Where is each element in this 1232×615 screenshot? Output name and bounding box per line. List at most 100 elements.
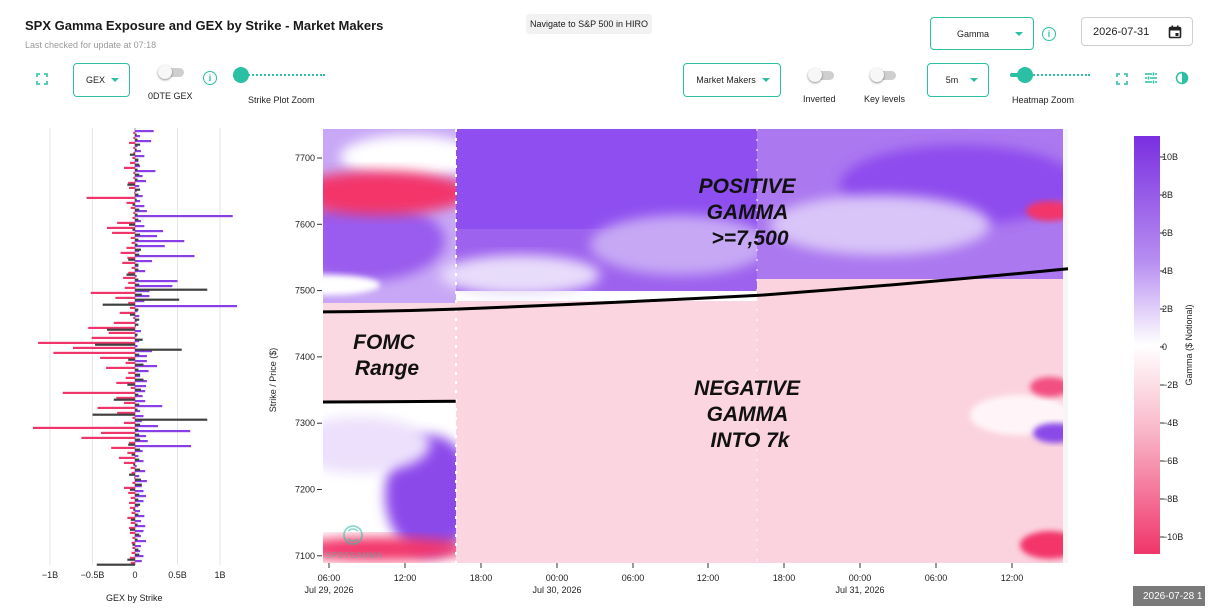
strike-zoom-slider[interactable] [233,66,325,84]
gamma-heatmap[interactable]: 7700 7600 7500 7400 7300 7200 7100 06:00 Jul 29… [260,125,1080,605]
strike-bar [130,466,135,469]
strike-bar [134,476,135,479]
strike-bar [130,236,135,239]
strike-bar [135,500,144,503]
strike-bar [135,173,140,176]
date-input-value: 2026-07-31 [1093,25,1150,38]
heatmap-y-tick: 7600 [295,219,315,229]
strike-bar [135,310,138,313]
strike-bar [129,526,135,529]
inverted-toggle[interactable] [808,68,834,82]
strike-bar [135,133,137,136]
strike-bar [135,163,140,166]
toggle-knob [158,65,172,79]
strike-bar [133,171,135,174]
interval-select[interactable]: 5m [927,63,989,97]
annotation-negative: NEGATIVE GAMMA INTO 7k [694,377,806,452]
strike-bar [135,423,141,426]
colorbar-tick: 4B [1162,266,1173,276]
calendar-icon[interactable] [1168,25,1182,39]
strike-bar [135,445,192,448]
strike-bar [135,220,141,223]
odte-gex-toggle[interactable] [158,65,184,79]
strike-bar [135,190,137,193]
fullscreen-icon[interactable] [36,73,48,85]
strike-bar [72,346,135,349]
chevron-down-icon [970,78,978,82]
gex-select[interactable]: GEX [73,63,130,97]
gex-select-value: GEX [85,75,105,85]
colorbar-ticks: 10B 8B 6B 4B 2B 0 −2B −4B −6B −8B −10B [1160,152,1183,542]
strike-bar [135,368,139,371]
strike-bar [135,388,141,391]
heatmap-x-tick-date: Jul 29, 2026 [304,585,353,595]
strike-bar [132,481,135,484]
strike-bar [135,140,152,143]
strike-bar [124,286,135,289]
strike-bar [126,246,135,249]
strike-bar [129,531,135,534]
heatmap-x-tick-time: 00:00 [849,573,872,583]
annotation-fomc: FOMC Range [353,331,421,380]
strike-bar [38,341,135,344]
strike-bar [81,436,135,439]
strike-bar [123,461,135,464]
strike-bar [120,251,135,254]
strike-bar [135,340,140,343]
heatmap-x-tick-time: 18:00 [470,573,493,583]
strike-bar [135,353,140,356]
strike-bar [122,261,135,264]
strike-bar [127,516,135,519]
strike-bar [116,381,135,384]
strike-bar [135,160,139,163]
strike-zoom-label: Strike Plot Zoom [248,95,315,105]
strike-gridlines [49,128,221,565]
metric-select-value: Gamma [956,28,989,39]
key-levels-toggle[interactable] [870,68,896,82]
strike-bar [135,323,139,326]
strike-bar [133,136,135,139]
strike-zoom-thumb[interactable] [233,67,249,83]
metric-select[interactable]: Gamma [930,17,1034,50]
strike-bar [135,560,142,563]
toggle-knob [808,68,822,82]
strike-bar [135,510,141,513]
strike-bar [125,376,135,379]
strike-x-ticks: −1B −0.5B 0 0.5B 1B [42,570,226,580]
strike-bar [135,533,140,536]
strike-bar [135,555,144,558]
date-input[interactable]: 2026-07-31 [1081,17,1193,46]
strike-bar [116,396,135,399]
strike-bar [135,333,138,336]
strike-bar [111,446,135,449]
strike-bar [135,255,195,258]
metric-info-icon[interactable]: i [1042,27,1056,41]
strike-bar [135,233,141,236]
strike-bar [135,158,139,161]
contrast-icon[interactable] [1175,71,1189,85]
strike-bar [129,473,135,476]
strike-bar [135,490,144,493]
strike-bar [135,148,137,151]
heatmap-zoom-slider[interactable] [1010,66,1090,84]
strike-bar [135,218,139,221]
heatmap-zoom-thumb[interactable] [1017,67,1033,83]
odte-info-icon[interactable]: i [203,71,217,85]
fullscreen-icon[interactable] [1116,73,1128,85]
heatmap-x-tick-time: 06:00 [622,573,645,583]
strike-bar [135,278,139,281]
tune-settings-icon[interactable] [1144,71,1158,85]
strike-bar [135,175,143,178]
strike-bar [135,553,140,556]
strike-bar [127,256,135,259]
participant-select[interactable]: Market Makers [683,63,781,97]
strike-bar [135,540,147,543]
strike-bar [135,135,141,138]
strike-bar [115,296,135,299]
navigate-hiro-button[interactable]: Navigate to S&P 500 in HIRO [526,14,652,34]
strike-bar [135,418,208,421]
strike-bar [129,313,135,316]
strike-bar [135,280,178,283]
strike-bar [135,150,141,153]
heatmap-y-tick: 7700 [295,153,315,163]
